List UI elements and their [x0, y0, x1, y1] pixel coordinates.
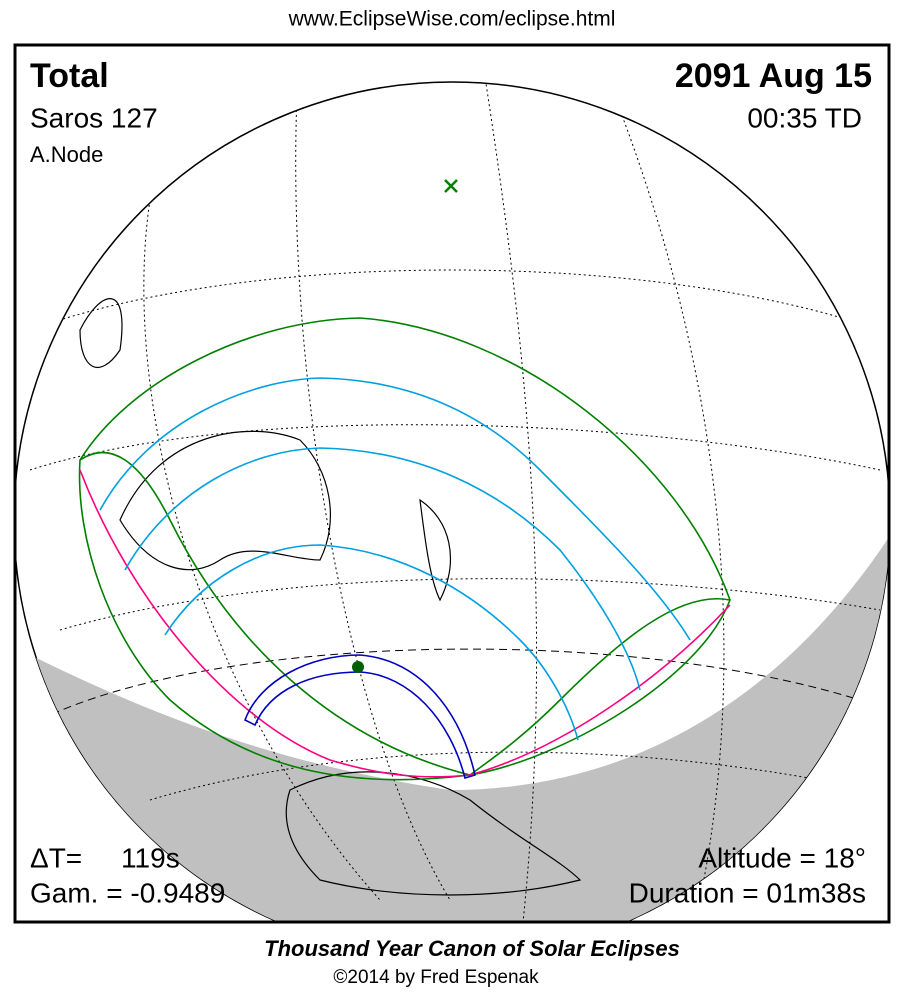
- time: 00:35 TD: [747, 102, 862, 133]
- frame: [13, 43, 891, 924]
- delta-t: ΔT= 119s: [30, 842, 180, 873]
- greatest-eclipse: [352, 661, 364, 673]
- globe: [15, 81, 889, 922]
- footer-credit: ©2014 by Fred Espenak: [333, 967, 539, 988]
- saros: Saros 127: [30, 102, 158, 133]
- duration: Duration = 01m38s: [629, 877, 866, 908]
- altitude: Altitude = 18°: [698, 842, 866, 873]
- node: A.Node: [30, 142, 103, 167]
- footer-title: Thousand Year Canon of Solar Eclipses: [264, 936, 680, 961]
- eclipse-type: Total: [30, 57, 109, 95]
- gamma: Gam. = -0.9489: [30, 877, 225, 908]
- date: 2091 Aug 15: [675, 57, 872, 95]
- url: www.EclipseWise.com/eclipse.html: [288, 8, 616, 31]
